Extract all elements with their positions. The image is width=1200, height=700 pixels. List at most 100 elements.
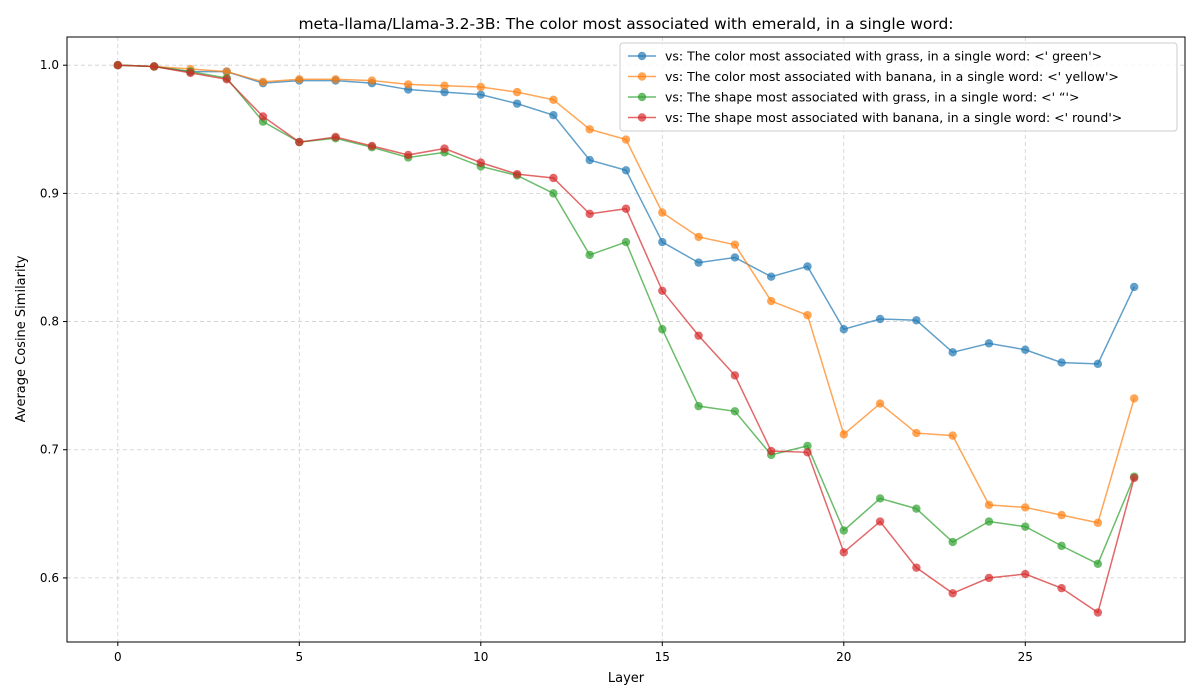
data-point: [875, 399, 885, 408]
data-point: [549, 189, 558, 198]
data-point: [948, 589, 957, 598]
data-point: [1129, 473, 1139, 483]
legend-marker: [637, 51, 647, 61]
data-point: [730, 371, 740, 380]
data-point: [766, 272, 776, 281]
data-point: [803, 441, 812, 451]
data-point: [912, 316, 921, 325]
legend-box: [619, 42, 1178, 132]
data-point: [1093, 359, 1103, 369]
x-tick-label: 20: [836, 650, 851, 664]
data-point: [258, 77, 268, 87]
data-point: [113, 60, 123, 70]
data-point: [984, 517, 994, 526]
data-point: [331, 75, 340, 84]
data-point: [694, 401, 703, 411]
data-point: [512, 87, 522, 97]
data-point: [295, 75, 304, 84]
legend-item: vs: The shape most associated with banan…: [628, 110, 1122, 125]
data-point: [512, 99, 522, 108]
data-point: [1093, 518, 1103, 527]
data-point: [621, 135, 631, 144]
legend-label: vs: The color most associated with banan…: [665, 69, 1119, 84]
data-point: [1021, 503, 1030, 512]
data-point: [585, 155, 594, 165]
data-point: [984, 500, 994, 510]
data-point: [149, 62, 159, 71]
data-point: [694, 331, 703, 340]
legend-item: vs: The color most associated with banan…: [628, 69, 1119, 84]
data-point: [404, 150, 413, 160]
y-tick-label: 0.6: [40, 571, 59, 585]
y-tick-label: 0.7: [40, 443, 59, 457]
data-point: [694, 232, 703, 242]
data-point: [621, 237, 631, 247]
y-axis-label: Average Cosine Similarity: [14, 255, 29, 422]
data-point: [549, 110, 558, 120]
legend-label: vs: The shape most associated with banan…: [665, 110, 1122, 125]
x-tick-label: 15: [655, 650, 670, 664]
legend-item: vs: The shape most associated with grass…: [628, 90, 1079, 105]
series-line: [117, 64, 1135, 614]
data-point: [984, 339, 994, 348]
data-point: [658, 208, 667, 217]
data-point: [476, 90, 486, 99]
data-point: [766, 296, 776, 306]
y-tick-label: 1.0: [40, 58, 59, 72]
data-point: [549, 95, 558, 105]
series-4: [113, 60, 1139, 617]
data-point: [367, 141, 377, 151]
data-point: [1129, 282, 1139, 292]
data-point: [912, 563, 921, 572]
data-point: [440, 144, 449, 153]
data-point: [803, 262, 812, 271]
data-point: [404, 80, 413, 89]
data-point: [186, 68, 195, 78]
data-point: [875, 494, 885, 503]
data-point: [658, 325, 667, 334]
data-point: [1093, 608, 1103, 617]
legend-marker: [637, 72, 647, 81]
chart-title: meta-llama/Llama-3.2-3B: The color most …: [298, 15, 953, 33]
data-point: [258, 112, 268, 121]
data-point: [440, 81, 449, 90]
legend: vs: The color most associated with grass…: [619, 42, 1178, 132]
data-point: [1057, 510, 1066, 520]
data-point: [295, 137, 304, 147]
data-point: [1057, 583, 1066, 593]
plot-frame: [66, 36, 1186, 643]
data-point: [1093, 559, 1103, 569]
data-point: [621, 166, 631, 175]
y-tick-label: 0.9: [40, 186, 59, 200]
x-tick-label: 5: [295, 650, 303, 664]
data-point: [694, 258, 703, 267]
y-tick-label: 0.8: [40, 315, 59, 329]
legend-label: vs: The color most associated with grass…: [665, 49, 1102, 64]
x-axis-label: Layer: [608, 671, 645, 686]
data-point: [1057, 541, 1066, 551]
grid-lines: [67, 37, 1185, 642]
data-point: [839, 526, 848, 535]
x-tick-label: 10: [473, 650, 488, 664]
data-point: [222, 75, 231, 84]
data-point: [730, 253, 740, 262]
data-point: [367, 76, 377, 85]
axis-ticks: 0 5 10 15 20 25 0.6 0.7 0.8 0.9 1.0: [40, 58, 1033, 664]
data-point: [658, 237, 667, 247]
data-point: [984, 573, 994, 583]
data-point: [948, 348, 957, 357]
data-point: [1057, 358, 1066, 367]
data-point: [222, 67, 231, 76]
data-point: [875, 517, 885, 526]
x-tick-label: 25: [1018, 650, 1033, 664]
data-point: [803, 448, 812, 457]
data-point: [1021, 345, 1030, 354]
data-point: [912, 504, 921, 513]
data-point: [839, 325, 848, 334]
data-point: [948, 537, 957, 547]
data-point: [585, 250, 594, 260]
data-point: [476, 158, 486, 167]
legend-marker: [637, 92, 647, 102]
